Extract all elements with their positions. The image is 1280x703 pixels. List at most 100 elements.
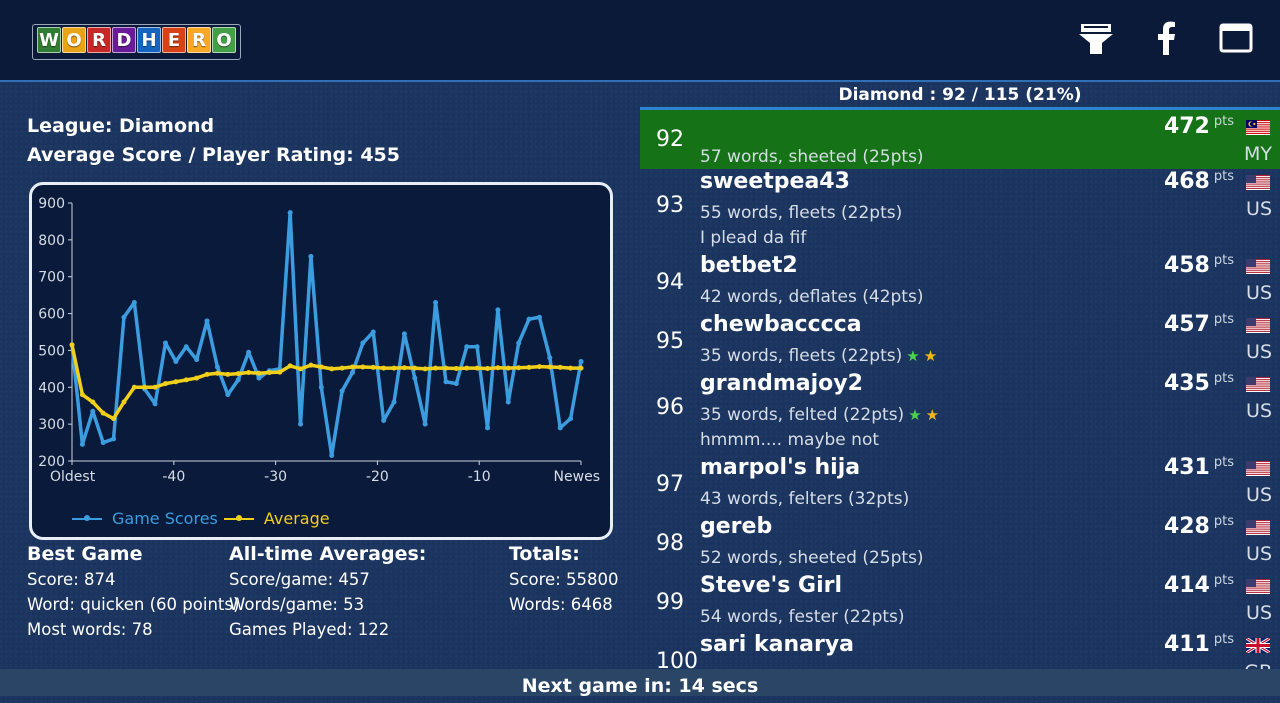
game-score-point bbox=[453, 381, 459, 387]
averages-title: All-time Averages: bbox=[229, 543, 427, 565]
leaderboard-title: Diamond : 92 / 115 (21%) bbox=[838, 85, 1082, 105]
best-word: Word: quicken (60 points) bbox=[27, 595, 240, 614]
game-score-point bbox=[111, 436, 117, 442]
game-score-point bbox=[391, 399, 397, 405]
row-detail-text: 52 words, sheeted (25pts) bbox=[700, 548, 924, 568]
row-points-value: 472 bbox=[1163, 114, 1210, 139]
pts-unit: pts bbox=[1213, 455, 1234, 470]
average-point bbox=[360, 364, 366, 370]
game-score-point bbox=[298, 421, 304, 427]
row-points-value: 458 bbox=[1163, 253, 1210, 278]
leaderboard-row[interactable]: 99 Steve's Girl 54 words, fester (22pts) 41… bbox=[640, 573, 1280, 632]
us-flag-icon bbox=[1246, 461, 1270, 476]
best-game-stats: Best Game Score: 874 Word: quicken (60 p… bbox=[27, 542, 239, 642]
pts-unit: pts bbox=[1213, 573, 1234, 588]
average-point bbox=[536, 364, 542, 370]
row-detail-text: 43 words, felters (32pts) bbox=[700, 489, 910, 509]
game-score-point bbox=[578, 358, 584, 364]
average-point bbox=[142, 384, 148, 390]
average-point bbox=[131, 384, 137, 390]
row-rank: 93 bbox=[656, 193, 684, 218]
game-scores-line bbox=[70, 210, 583, 458]
row-rank: 96 bbox=[656, 395, 684, 420]
us-flag-icon bbox=[1246, 318, 1270, 333]
leaderboard-row[interactable]: 98 gereb 52 words, sheeted (25pts) 428 pts US bbox=[640, 514, 1280, 573]
pts-unit: pts bbox=[1213, 514, 1234, 529]
game-score-point bbox=[474, 344, 480, 350]
average-point bbox=[152, 384, 158, 390]
average-point bbox=[256, 370, 262, 376]
leaderboard-row[interactable]: 97 marpol's hija 43 words, felters (32pts)… bbox=[640, 455, 1280, 514]
average-point bbox=[298, 366, 304, 372]
average-point bbox=[485, 365, 491, 371]
window-icon[interactable] bbox=[1216, 18, 1256, 58]
legend-swatch-average bbox=[223, 514, 254, 521]
league-label: League: Diamond bbox=[27, 115, 215, 137]
average-point bbox=[329, 366, 335, 372]
game-score-point bbox=[287, 210, 293, 216]
average-point bbox=[547, 364, 553, 370]
average-point bbox=[474, 365, 480, 371]
game-score-point bbox=[557, 425, 563, 431]
y-tick-label: 400 bbox=[38, 380, 65, 396]
leaderboard-row[interactable]: 100 sari kanarya 411 pts GB bbox=[640, 632, 1280, 672]
game-score-point bbox=[505, 399, 511, 405]
legend-swatch-scores bbox=[72, 514, 102, 521]
logo-letter: O bbox=[62, 27, 86, 53]
average-point bbox=[194, 375, 200, 381]
average-point bbox=[578, 365, 584, 371]
leaderboard-row[interactable]: 93 sweetpea43 55 words, fleets (22pts) I pl… bbox=[640, 169, 1280, 253]
chart-legend: Game Scores Average bbox=[72, 509, 330, 528]
totals-stats: Totals: Score: 55800 Words: 6468 bbox=[509, 542, 619, 617]
row-country-code: GB bbox=[1244, 661, 1272, 672]
game-score-point bbox=[422, 421, 428, 427]
average-point bbox=[433, 365, 439, 371]
leaderboard-row[interactable]: 96 grandmajoy2 35 words, felted (22pts) ★ ★ h… bbox=[640, 371, 1280, 455]
us-flag-icon bbox=[1246, 579, 1270, 594]
average-point bbox=[557, 364, 563, 370]
pts-unit: pts bbox=[1213, 169, 1234, 184]
facebook-icon[interactable] bbox=[1146, 18, 1186, 58]
game-score-point bbox=[194, 357, 200, 363]
row-word-detail: 52 words, sheeted (25pts) bbox=[700, 548, 924, 568]
average-point bbox=[90, 399, 96, 405]
row-points: 457 pts bbox=[1164, 312, 1234, 337]
leaderboard-row[interactable]: 94 betbet2 42 words, deflates (42pts) 458 pt… bbox=[640, 253, 1280, 312]
trophy-icon[interactable] bbox=[1076, 18, 1116, 58]
logo-letter: W bbox=[37, 27, 61, 53]
y-tick-label: 200 bbox=[38, 454, 65, 470]
game-score-point bbox=[225, 392, 231, 398]
leaderboard-row[interactable]: 95 chewbacccca 35 words, fleets (22pts) ★ ★ 4… bbox=[640, 312, 1280, 371]
average-point bbox=[381, 365, 387, 371]
row-word-detail: 42 words, deflates (42pts) bbox=[700, 287, 923, 307]
row-points-value: 431 bbox=[1163, 455, 1210, 480]
row-word-detail: 35 words, fleets (22pts) ★ ★ bbox=[700, 346, 937, 366]
game-score-point bbox=[235, 377, 241, 383]
average-point bbox=[495, 365, 501, 371]
game-score-point bbox=[568, 416, 574, 422]
row-player-name: chewbacccca bbox=[700, 312, 862, 337]
average-point bbox=[516, 365, 522, 371]
average-point bbox=[464, 365, 470, 371]
leaderboard-row-current-player[interactable]: 92 57 words, sheeted (25pts) 472 pts MY bbox=[640, 110, 1280, 169]
us-flag-icon bbox=[1246, 520, 1270, 535]
green-star-icon: ★ bbox=[908, 406, 922, 424]
row-points-value: 435 bbox=[1163, 371, 1210, 396]
row-points-value: 468 bbox=[1163, 169, 1210, 194]
next-game-countdown: Next game in: 14 secs bbox=[0, 669, 1280, 697]
top-icons bbox=[1076, 18, 1256, 58]
logo-letter: H bbox=[137, 27, 161, 53]
logo-letter: O bbox=[212, 27, 236, 53]
row-rank: 98 bbox=[656, 531, 684, 556]
row-country-code: US bbox=[1246, 484, 1272, 506]
average-point bbox=[111, 416, 117, 422]
game-score-point bbox=[100, 440, 106, 446]
row-detail-text: 54 words, fester (22pts) bbox=[700, 607, 905, 627]
game-score-point bbox=[121, 314, 127, 320]
game-score-point bbox=[173, 358, 179, 364]
game-score-point bbox=[381, 417, 387, 423]
row-points: 458 pts bbox=[1164, 253, 1234, 278]
row-country-code: US bbox=[1246, 543, 1272, 565]
leaderboard-list[interactable]: 92 57 words, sheeted (25pts) 472 pts MY 93 swe… bbox=[640, 107, 1280, 672]
